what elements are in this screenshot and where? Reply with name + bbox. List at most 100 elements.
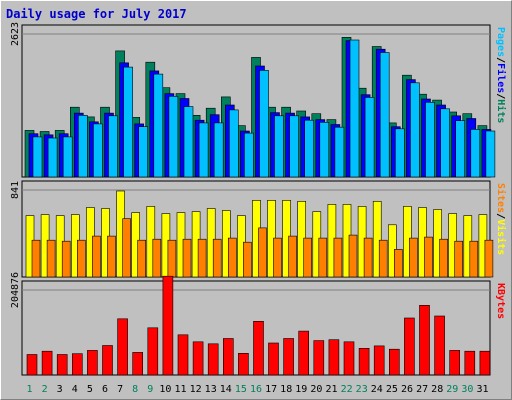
bar-kbytes-day-15 bbox=[238, 352, 249, 376]
legend-kbytes: KBytes bbox=[495, 283, 506, 319]
bar-sites-day-22 bbox=[348, 234, 358, 278]
bar-sites-day-6 bbox=[107, 235, 116, 278]
bar-kbytes-day-22 bbox=[343, 341, 355, 376]
chart-title: Daily usage for July 2017 bbox=[6, 7, 187, 21]
x-label-day-2: 2 bbox=[42, 384, 48, 395]
x-label-day-18: 18 bbox=[280, 384, 292, 395]
bar-sites-day-28 bbox=[439, 238, 448, 278]
x-label-day-31: 31 bbox=[476, 384, 488, 395]
bar-sites-day-24 bbox=[378, 239, 388, 278]
bar-pages-day-13 bbox=[213, 122, 224, 178]
bar-pages-day-21 bbox=[334, 126, 345, 178]
bar-pages-day-4 bbox=[78, 115, 88, 178]
x-label-day-17: 17 bbox=[265, 384, 277, 395]
bar-sites-day-21 bbox=[333, 237, 343, 278]
bar-pages-day-7 bbox=[123, 66, 133, 178]
bar-pages-day-12 bbox=[198, 122, 209, 178]
bar-pages-day-25 bbox=[394, 128, 405, 178]
x-label-day-7: 7 bbox=[117, 384, 123, 395]
bar-pages-day-31 bbox=[485, 130, 496, 178]
x-label-day-15: 15 bbox=[235, 384, 247, 395]
x-label-day-29: 29 bbox=[446, 384, 458, 395]
bar-sites-day-19 bbox=[303, 237, 313, 278]
bar-pages-day-15 bbox=[244, 132, 254, 178]
bar-sites-day-27 bbox=[424, 236, 433, 278]
bar-kbytes-day-24 bbox=[373, 345, 385, 376]
x-label-day-25: 25 bbox=[386, 384, 398, 395]
bar-pages-day-6 bbox=[108, 115, 118, 178]
bar-sites-day-31 bbox=[484, 239, 494, 278]
bar-sites-day-7 bbox=[122, 218, 131, 278]
x-label-day-24: 24 bbox=[371, 384, 383, 395]
bar-visits-day-24 bbox=[372, 201, 382, 278]
bar-sites-day-26 bbox=[409, 237, 418, 278]
bar-kbytes-day-28 bbox=[434, 315, 445, 376]
bar-pages-day-30 bbox=[470, 129, 481, 178]
x-label-day-4: 4 bbox=[72, 384, 78, 395]
x-label-day-21: 21 bbox=[325, 384, 337, 395]
bar-pages-day-26 bbox=[410, 82, 420, 178]
bar-pages-day-10 bbox=[168, 96, 179, 178]
bar-sites-day-14 bbox=[228, 237, 237, 278]
bar-sites-day-10 bbox=[167, 239, 177, 278]
bar-kbytes-day-26 bbox=[404, 317, 415, 376]
x-label-day-26: 26 bbox=[401, 384, 413, 395]
bar-kbytes-day-30 bbox=[464, 350, 476, 376]
x-label-day-6: 6 bbox=[102, 384, 108, 395]
x-label-day-28: 28 bbox=[431, 384, 443, 395]
bar-kbytes-day-25 bbox=[388, 348, 400, 376]
bar-pages-day-8 bbox=[138, 126, 148, 178]
bar-pages-day-20 bbox=[319, 122, 330, 178]
bar-sites-day-8 bbox=[137, 239, 146, 278]
panel-volume-ymax-label: 204876 bbox=[10, 272, 21, 308]
bar-kbytes-day-7 bbox=[117, 318, 128, 376]
x-label-day-11: 11 bbox=[174, 384, 186, 395]
panel-volume-legend: KBytes bbox=[495, 283, 506, 319]
bar-pages-day-18 bbox=[289, 115, 299, 178]
x-label-day-1: 1 bbox=[26, 384, 32, 395]
bar-kbytes-day-1 bbox=[26, 354, 38, 376]
x-label-day-27: 27 bbox=[416, 384, 428, 395]
bar-kbytes-day-31 bbox=[479, 350, 491, 376]
legend-sites: Sites bbox=[495, 183, 507, 213]
x-label-day-20: 20 bbox=[310, 384, 322, 395]
bar-sites-day-25 bbox=[393, 249, 403, 278]
legend-files: Files bbox=[495, 63, 507, 93]
bar-kbytes-day-8 bbox=[132, 352, 143, 376]
bar-sites-day-15 bbox=[243, 241, 252, 278]
x-label-day-5: 5 bbox=[87, 384, 93, 395]
x-label-day-19: 19 bbox=[295, 384, 307, 395]
legend-visits: Visits bbox=[495, 219, 507, 255]
bar-kbytes-day-3 bbox=[56, 354, 68, 376]
bar-sites-day-17 bbox=[273, 237, 282, 278]
bar-pages-day-1 bbox=[32, 136, 43, 178]
x-label-day-30: 30 bbox=[461, 384, 473, 395]
bar-kbytes-day-9 bbox=[147, 327, 159, 376]
x-label-day-12: 12 bbox=[190, 384, 202, 395]
legend-separator: / bbox=[495, 213, 506, 219]
bar-kbytes-day-4 bbox=[72, 353, 83, 376]
bar-kbytes-day-27 bbox=[419, 304, 430, 376]
x-label-day-10: 10 bbox=[159, 384, 171, 395]
bar-sites-day-11 bbox=[182, 238, 192, 278]
bar-kbytes-day-20 bbox=[313, 340, 325, 376]
bar-pages-day-24 bbox=[379, 52, 390, 178]
bar-sites-day-18 bbox=[288, 235, 297, 278]
bar-sites-day-5 bbox=[92, 235, 101, 278]
bar-kbytes-day-2 bbox=[41, 350, 53, 376]
bar-sites-day-1 bbox=[31, 239, 41, 278]
bar-kbytes-day-6 bbox=[102, 345, 113, 376]
bar-sites-day-2 bbox=[46, 239, 56, 278]
bar-sites-day-16 bbox=[258, 227, 267, 278]
bar-kbytes-day-18 bbox=[283, 338, 294, 376]
x-label-day-3: 3 bbox=[57, 384, 63, 395]
bar-pages-day-9 bbox=[153, 73, 164, 178]
bar-kbytes-day-14 bbox=[223, 338, 234, 376]
legend-pages: Pages bbox=[495, 27, 506, 57]
bar-sites-day-13 bbox=[212, 238, 222, 278]
bar-sites-day-29 bbox=[454, 240, 464, 278]
bar-sites-day-30 bbox=[469, 240, 479, 278]
bar-sites-day-20 bbox=[318, 237, 328, 278]
bar-pages-day-3 bbox=[62, 136, 73, 178]
